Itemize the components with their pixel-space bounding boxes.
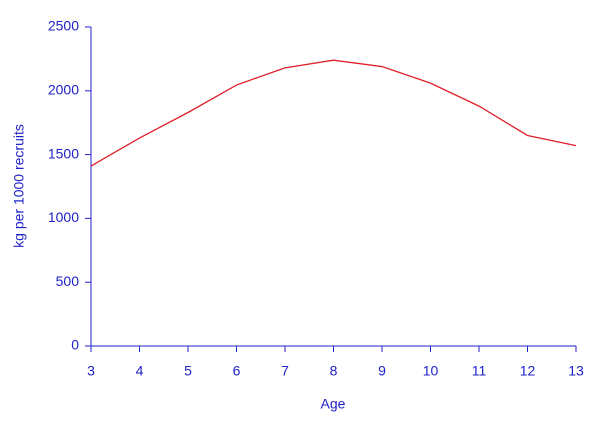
data-line [90, 59, 577, 167]
y-tick-label: 2000 [48, 82, 79, 98]
y-tick-label: 500 [56, 273, 80, 289]
y-tick-label: 0 [71, 337, 79, 353]
x-tick-label: 10 [423, 363, 439, 379]
x-tick-label: 5 [184, 363, 192, 379]
x-tick-label: 9 [378, 363, 386, 379]
x-tick-label: 8 [330, 363, 338, 379]
y-tick-label: 2500 [48, 18, 79, 34]
x-tick-label: 7 [281, 363, 289, 379]
y-axis-title: kg per 1000 recruits [11, 124, 27, 248]
x-axis-title: Age [321, 396, 346, 412]
x-tick-label: 3 [87, 363, 95, 379]
y-tick-label: 1000 [48, 209, 79, 225]
x-tick-label: 12 [520, 363, 536, 379]
x-tick-label: 4 [136, 363, 144, 379]
y-tick-label: 1500 [48, 145, 79, 161]
x-tick-label: 11 [472, 363, 487, 379]
x-tick-label: 13 [568, 363, 584, 379]
x-tick-label: 6 [233, 363, 241, 379]
